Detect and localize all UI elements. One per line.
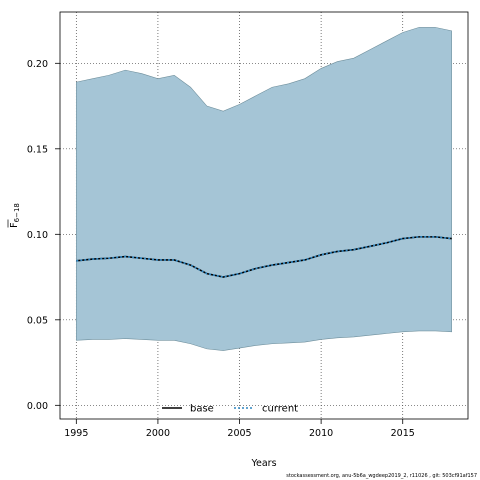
- confidence-band-layer: [76, 27, 452, 351]
- footer-credit: stockassessment.org, anu-5b6a_wgdeep2019…: [286, 473, 477, 479]
- x-tick-label-2000: 2000: [146, 428, 170, 439]
- legend-base-label: base: [190, 404, 214, 415]
- series-line-current: [76, 236, 452, 278]
- y-tick-label-0: 0.00: [27, 401, 48, 412]
- x-tick-label-2015: 2015: [391, 428, 415, 439]
- x-tick-label-1995: 1995: [64, 428, 88, 439]
- y-axis-title-subscript: 6−18: [13, 203, 21, 222]
- y-axis: 0.00 0.05 0.10 0.15 0.20: [27, 59, 60, 412]
- y-tick-label-0.2: 0.20: [27, 59, 48, 70]
- y-tick-label-0.05: 0.05: [27, 315, 48, 326]
- legend-current-label: current: [262, 404, 298, 415]
- series-layer: [76, 236, 452, 278]
- y-tick-label-0.1: 0.10: [27, 230, 48, 241]
- x-axis: 1995 2000 2005 2010 2015: [64, 419, 415, 439]
- y-axis-title-main: F: [9, 222, 20, 227]
- plot-frame: [59, 11, 469, 420]
- legend: base current: [162, 404, 298, 415]
- x-tick-label-2010: 2010: [309, 428, 333, 439]
- x-tick-label-2005: 2005: [227, 428, 251, 439]
- x-axis-title: Years: [250, 458, 276, 469]
- y-axis-title: F6−18: [7, 203, 21, 228]
- svg-text:F6−18: F6−18: [9, 203, 21, 228]
- y-tick-label-0.15: 0.15: [27, 144, 48, 155]
- confidence-band: [76, 27, 452, 351]
